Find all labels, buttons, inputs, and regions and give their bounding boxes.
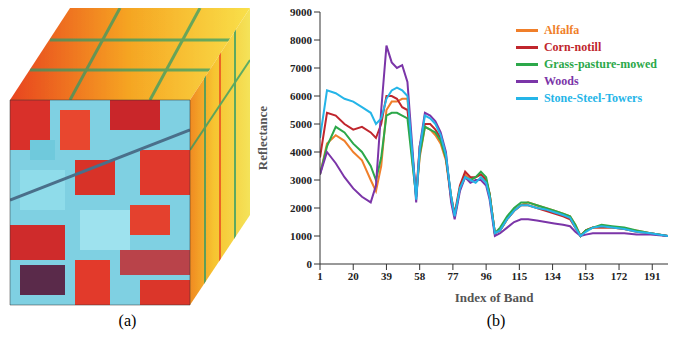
svg-text:96: 96	[481, 270, 493, 282]
svg-text:58: 58	[414, 270, 426, 282]
svg-text:4000: 4000	[290, 146, 313, 158]
svg-text:172: 172	[611, 270, 628, 282]
html-text:Stone-Steel-Towers: Stone-Steel-Towers	[543, 91, 643, 105]
html-text:(b): (b)	[486, 312, 506, 329]
svg-text:7000: 7000	[290, 62, 313, 74]
svg-text:3000: 3000	[290, 174, 313, 186]
html-text:Grass-pasture-mowed: Grass-pasture-mowed	[543, 57, 657, 71]
html-text:Woods: Woods	[543, 74, 579, 88]
svg-text:8000: 8000	[290, 34, 313, 46]
svg-text:134: 134	[544, 270, 561, 282]
html-text:Corn-notill: Corn-notill	[543, 40, 602, 54]
svg-text:5000: 5000	[290, 118, 313, 130]
svg-text:2000: 2000	[290, 202, 313, 214]
svg-text:9000: 9000	[290, 6, 313, 18]
svg-text:115: 115	[511, 270, 527, 282]
svg-text:153: 153	[578, 270, 595, 282]
svg-text:191: 191	[644, 270, 661, 282]
svg-text:1: 1	[317, 270, 323, 282]
svg-text:Index of Band: Index of Band	[455, 290, 535, 305]
svg-text:0: 0	[307, 258, 313, 270]
html-text:(a): (a)	[118, 312, 137, 329]
svg-text:20: 20	[348, 270, 360, 282]
svg-text:1000: 1000	[290, 230, 313, 242]
svg-text:Reflectance: Reflectance	[255, 106, 270, 170]
svg-text:39: 39	[381, 270, 393, 282]
html-text:Alfalfa: Alfalfa	[543, 23, 580, 37]
svg-text:6000: 6000	[290, 90, 313, 102]
svg-text:77: 77	[447, 270, 459, 282]
